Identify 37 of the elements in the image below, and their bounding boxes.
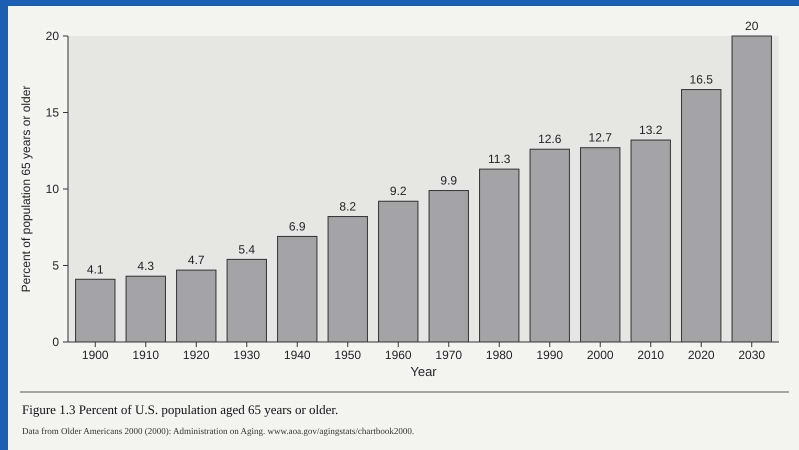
x-tick-label: 2010 [637,348,664,362]
y-tick-label: 0 [52,335,60,350]
x-tick-label: 1940 [284,348,311,362]
x-tick-label: 2030 [738,348,766,362]
y-tick-label: 5 [52,258,60,273]
data-label: 20 [745,19,759,33]
x-tick-label: 1960 [384,348,412,362]
x-tick-label: 1920 [182,348,210,362]
y-tick-label: 20 [46,29,60,44]
data-label: 5.4 [238,242,256,256]
data-label: 9.2 [390,184,407,198]
y-tick-label: 15 [46,106,60,120]
data-label: 4.1 [86,262,104,276]
y-axis-title: Percent of population 65 years or older [19,86,33,292]
data-label: 8.2 [339,200,356,214]
data-label: 13.2 [639,123,663,138]
x-tick-label: 1990 [536,348,564,362]
y-tick-label: 10 [46,182,60,196]
x-tick-label: 2020 [688,348,715,362]
data-label: 12.6 [538,132,562,146]
text: Data from Older Americans 2000 (2000): Administration on Aging. www.aoa.gov/agingstats/chartbook2000. [22,426,414,436]
data-label: 6.9 [288,219,306,234]
data-label: 12.7 [588,130,612,145]
x-tick-label: 2000 [586,348,614,362]
data-label: 4.3 [137,259,154,274]
x-tick-label: 1950 [334,348,362,362]
data-label: 11.3 [488,152,511,166]
x-axis-title: Year [410,364,438,379]
text: Figure 1.3 Percent of U.S. population aged 65 years or older. [22,402,338,417]
x-tick-label: 1970 [435,348,462,362]
x-tick-label: 1910 [132,348,160,362]
data-label: 9.9 [440,174,458,188]
data-label: 16.5 [690,72,714,87]
x-tick-label: 1900 [82,348,109,362]
x-tick-label: 1930 [233,348,260,362]
x-tick-label: 1980 [486,348,513,362]
data-label: 4.7 [188,253,205,268]
